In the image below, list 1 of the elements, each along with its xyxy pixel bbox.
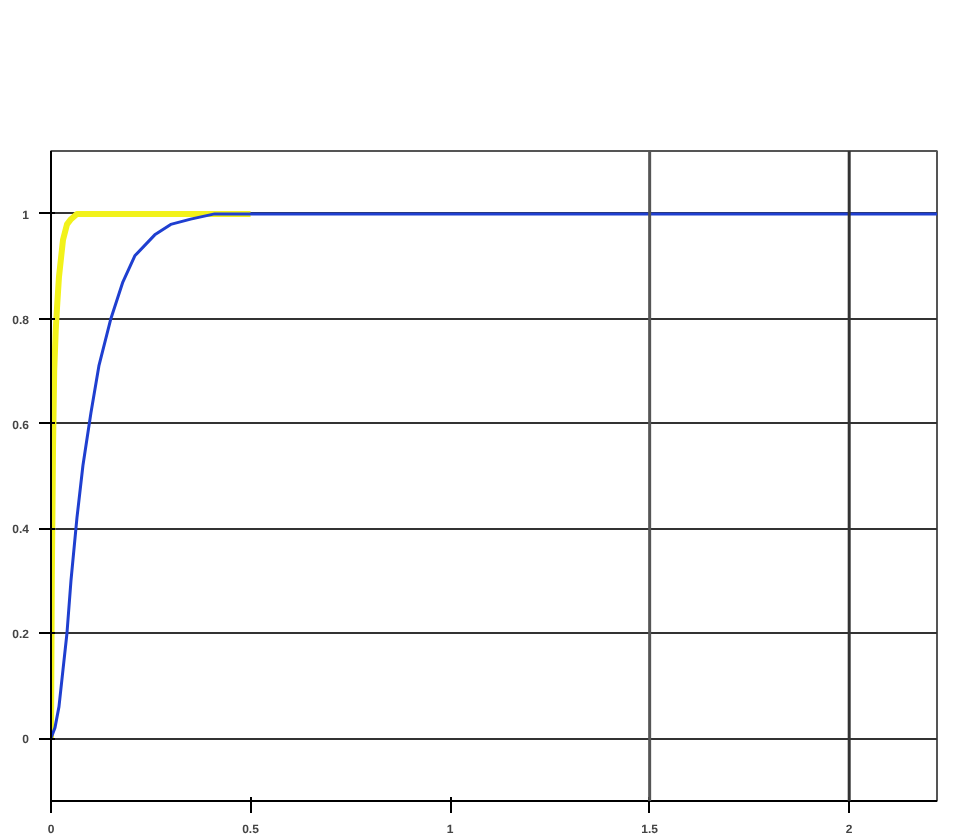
line-series (51, 210, 254, 742)
